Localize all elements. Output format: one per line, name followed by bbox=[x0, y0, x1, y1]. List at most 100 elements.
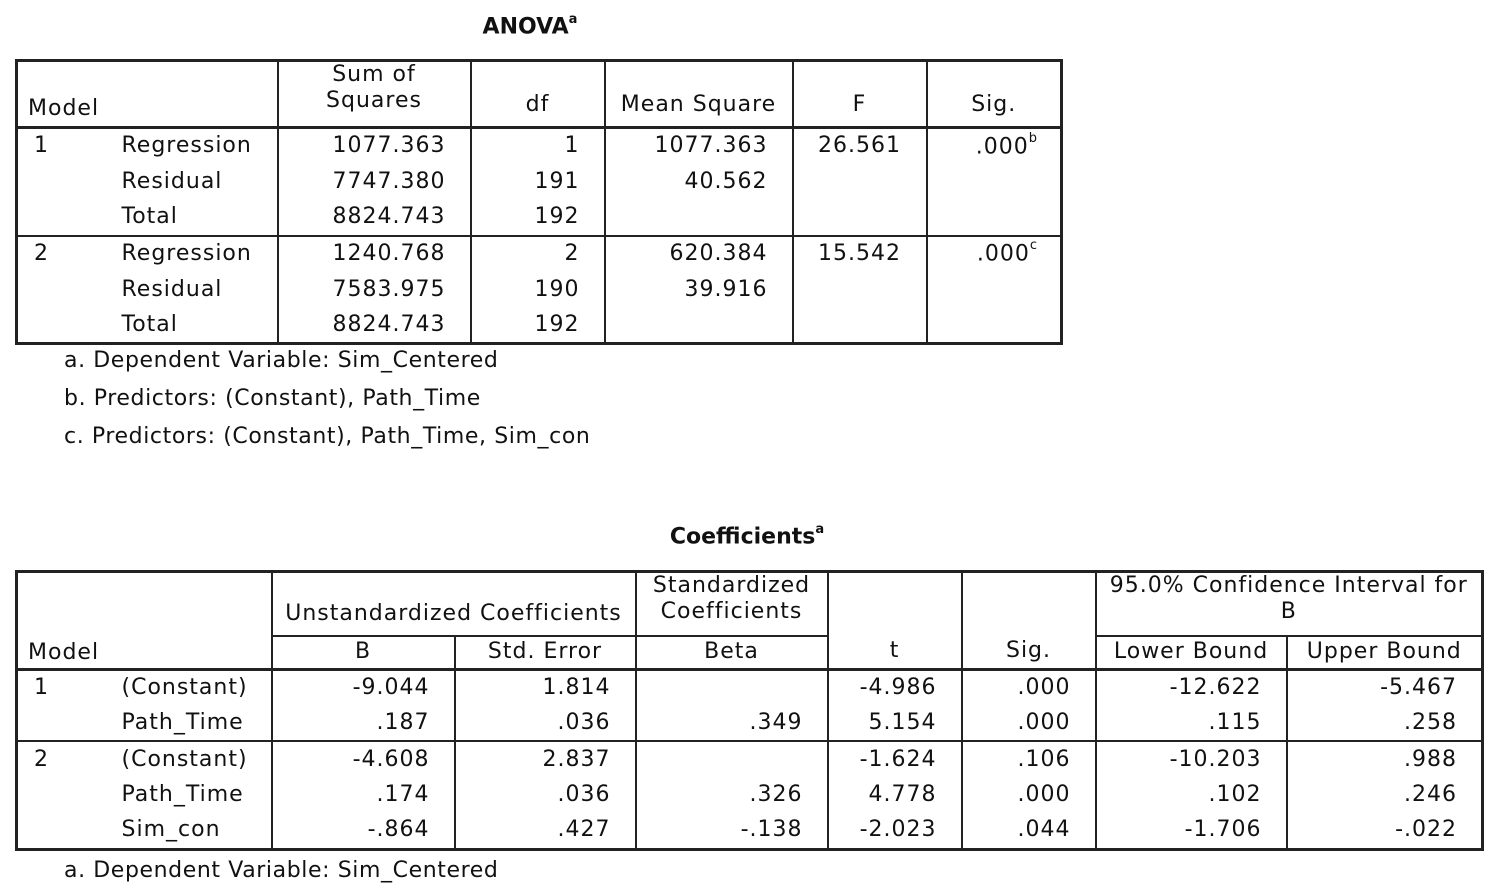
anova-sig bbox=[925, 307, 1062, 344]
anova-sig-footnote-ref: c bbox=[1029, 238, 1038, 254]
coefficients-row: Path_Time .174 .036 .326 4.778 .000 .102… bbox=[17, 777, 1483, 813]
coefficients-header-standardized: Standardized Coefficients bbox=[634, 571, 828, 637]
coefficients-lower-bound: -10.203 bbox=[1094, 740, 1287, 777]
coefficients-title-superscript: a bbox=[815, 522, 825, 537]
anova-row: 1 Regression 1077.363 1 1077.363 26.561 … bbox=[16, 126, 1062, 164]
anova-f bbox=[791, 271, 927, 308]
coefficients-header-t: t bbox=[826, 571, 962, 669]
coefficients-header-confidence-interval: 95.0% Confidence Interval for B bbox=[1094, 571, 1483, 637]
anova-df: 1 bbox=[469, 126, 605, 164]
coefficients-lower-bound: .115 bbox=[1094, 705, 1287, 741]
coefficients-header-unstandardized: Unstandardized Coefficients bbox=[270, 571, 636, 637]
coefficients-t: 5.154 bbox=[826, 705, 962, 741]
anova-ss: 8824.743 bbox=[276, 307, 471, 344]
anova-sig: .000b bbox=[925, 126, 1062, 164]
anova-df: 191 bbox=[469, 163, 605, 200]
coefficients-row-label: Sim_con bbox=[121, 817, 221, 843]
coefficients-header-ci-line2: B bbox=[1280, 599, 1297, 624]
anova-sig-footnote-ref: b bbox=[1028, 130, 1038, 146]
coefficients-upper-bound: .246 bbox=[1285, 777, 1483, 813]
coefficients-header-row-2: B Std. Error Beta Lower Bound Upper Boun… bbox=[17, 636, 1483, 669]
anova-title-text: ANOVA bbox=[482, 14, 569, 40]
coefficients-b: .174 bbox=[270, 777, 455, 813]
coefficients-header-std-error: Std. Error bbox=[453, 636, 636, 669]
coefficients-header-standardized-line2: Coefficients bbox=[660, 599, 803, 624]
anova-ms: 40.562 bbox=[603, 163, 793, 200]
anova-f: 26.561 bbox=[791, 126, 927, 164]
coefficients-model-cell-empty bbox=[17, 813, 112, 849]
coefficients-b: -9.044 bbox=[270, 667, 455, 705]
anova-ms bbox=[603, 307, 793, 344]
coefficients-model-cell-empty bbox=[17, 777, 112, 813]
anova-ms: 1077.363 bbox=[603, 126, 793, 164]
coefficients-b: -4.608 bbox=[270, 740, 455, 777]
anova-sig bbox=[925, 163, 1062, 200]
anova-row: Total 8824.743 192 bbox=[17, 199, 1062, 236]
coefficients-table: Model Unstandardized Coefficients Standa… bbox=[15, 570, 1485, 851]
anova-table: Model Sum of Squares df Mean Square F Si… bbox=[15, 59, 1063, 345]
anova-f bbox=[791, 307, 927, 344]
coefficients-row-label: (Constant) bbox=[111, 667, 272, 705]
anova-header-row: Model Sum of Squares df Mean Square F Si… bbox=[17, 60, 1062, 128]
coefficients-footnote-a: a. Dependent Variable: Sim_Centered bbox=[64, 858, 499, 883]
anova-footnote-b: b. Predictors: (Constant), Path_Time bbox=[64, 386, 481, 411]
coefficients-sig: .000 bbox=[960, 667, 1096, 705]
anova-sig-value: .000 bbox=[975, 133, 1029, 159]
coefficients-std-error: .427 bbox=[453, 813, 636, 849]
anova-ss: 1240.768 bbox=[276, 234, 471, 272]
coefficients-std-error: 2.837 bbox=[453, 740, 636, 777]
coefficients-b: .187 bbox=[270, 705, 455, 741]
coefficients-row: 1 (Constant) -9.044 1.814 -4.986 .000 -1… bbox=[16, 667, 1483, 705]
coefficients-row: 2 (Constant) -4.608 2.837 -1.624 .106 -1… bbox=[16, 740, 1483, 777]
anova-f bbox=[791, 163, 927, 200]
coefficients-header-ci-line1: 95.0% Confidence Interval for bbox=[1109, 573, 1468, 598]
anova-ss: 7583.975 bbox=[276, 271, 471, 308]
coefficients-sig: .106 bbox=[960, 740, 1096, 777]
coefficients-title-text: Coefficients bbox=[669, 524, 816, 550]
anova-ss: 7747.380 bbox=[276, 163, 471, 200]
coefficients-row: Path_Time .187 .036 .349 5.154 .000 .115… bbox=[17, 705, 1483, 741]
coefficients-model-number: 1 bbox=[16, 667, 112, 705]
coefficients-t: -4.986 bbox=[826, 667, 962, 705]
anova-model-cell-empty bbox=[17, 272, 112, 308]
coefficients-row-label: Path_Time bbox=[121, 709, 244, 735]
coefficients-lower-bound: -12.622 bbox=[1094, 667, 1287, 705]
coefficients-sig: .000 bbox=[960, 705, 1096, 741]
coefficients-header-b: B bbox=[270, 636, 455, 669]
coefficients-lower-bound: .102 bbox=[1094, 777, 1287, 813]
anova-f: 15.542 bbox=[791, 234, 927, 272]
coefficients-row-label: Path_Time bbox=[121, 782, 244, 807]
anova-df: 2 bbox=[469, 234, 605, 272]
coefficients-header-beta: Beta bbox=[634, 636, 828, 669]
coefficients-beta: .326 bbox=[634, 777, 828, 813]
coefficients-b: -.864 bbox=[270, 813, 455, 849]
anova-header-model: Model bbox=[28, 96, 100, 121]
coefficients-beta bbox=[634, 740, 828, 777]
anova-row-label: Total bbox=[121, 311, 178, 337]
anova-header-sig: Sig. bbox=[925, 60, 1062, 128]
anova-sig bbox=[925, 271, 1062, 308]
coefficients-header-sig: Sig. bbox=[960, 571, 1096, 669]
anova-footnote-c: c. Predictors: (Constant), Path_Time, Si… bbox=[64, 424, 591, 449]
anova-title-superscript: a bbox=[568, 12, 578, 27]
anova-row: Residual 7747.380 191 40.562 bbox=[17, 163, 1062, 200]
coefficients-row: Sim_con -.864 .427 -.138 -2.023 .044 -1.… bbox=[17, 813, 1483, 849]
anova-title: ANOVAa bbox=[0, 12, 1060, 40]
anova-sig: .000c bbox=[925, 234, 1062, 272]
coefficients-header-model: Model bbox=[28, 639, 100, 665]
anova-header-sum-of-squares: Sum of Squares bbox=[276, 60, 471, 128]
anova-header-df: df bbox=[469, 60, 605, 128]
anova-df: 192 bbox=[469, 199, 605, 236]
anova-row-label: Residual bbox=[121, 168, 223, 194]
coefficients-std-error: .036 bbox=[453, 777, 636, 813]
coefficients-title: Coefficientsa bbox=[0, 522, 1494, 550]
anova-model-cell-empty bbox=[17, 164, 112, 200]
coefficients-beta: -.138 bbox=[634, 813, 828, 849]
anova-ms: 620.384 bbox=[603, 234, 793, 272]
coefficients-t: -2.023 bbox=[826, 813, 962, 849]
anova-sig-value: .000 bbox=[976, 241, 1030, 267]
anova-row: Total 8824.743 192 bbox=[17, 307, 1062, 344]
coefficients-upper-bound: -.022 bbox=[1285, 813, 1483, 849]
coefficients-sig: .000 bbox=[960, 777, 1096, 813]
anova-row: 2 Regression 1240.768 2 620.384 15.542 .… bbox=[16, 234, 1062, 272]
